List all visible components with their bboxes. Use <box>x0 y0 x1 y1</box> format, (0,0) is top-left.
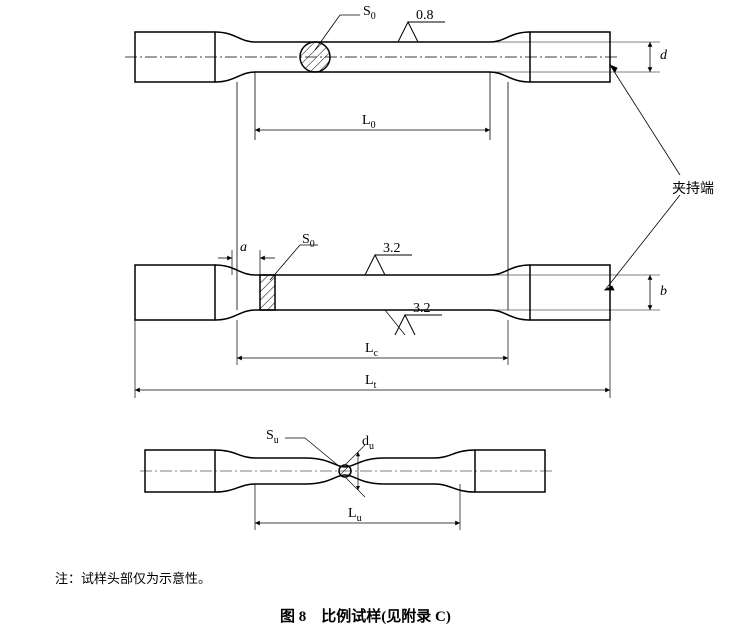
label-surface-3.2b: 3.2 <box>413 301 431 317</box>
label-S0-mid: S0 <box>302 232 315 250</box>
drawing-canvas <box>0 0 755 641</box>
label-grip-end: 夹持端 <box>672 178 714 198</box>
footnote: 注：试样头部仅为示意性。 <box>55 568 211 587</box>
label-L0: L0 <box>362 113 376 131</box>
label-b: b <box>660 284 667 300</box>
top-specimen <box>125 15 660 140</box>
label-S0-top: S0 <box>363 4 376 22</box>
label-Lu: Lu <box>348 506 362 524</box>
label-Lc: Lc <box>365 341 378 359</box>
label-surface-3.2a: 3.2 <box>383 241 401 257</box>
grip-callout <box>605 65 680 290</box>
figure-caption: 图 8 比例试样(见附录 C) <box>280 605 451 626</box>
middle-specimen <box>135 82 660 398</box>
label-du: du <box>362 434 374 452</box>
label-Su: Su <box>266 428 279 446</box>
label-a: a <box>240 240 247 256</box>
label-surface-0.8: 0.8 <box>416 8 434 24</box>
label-d: d <box>660 48 667 64</box>
label-Lt: Lt <box>365 373 376 391</box>
